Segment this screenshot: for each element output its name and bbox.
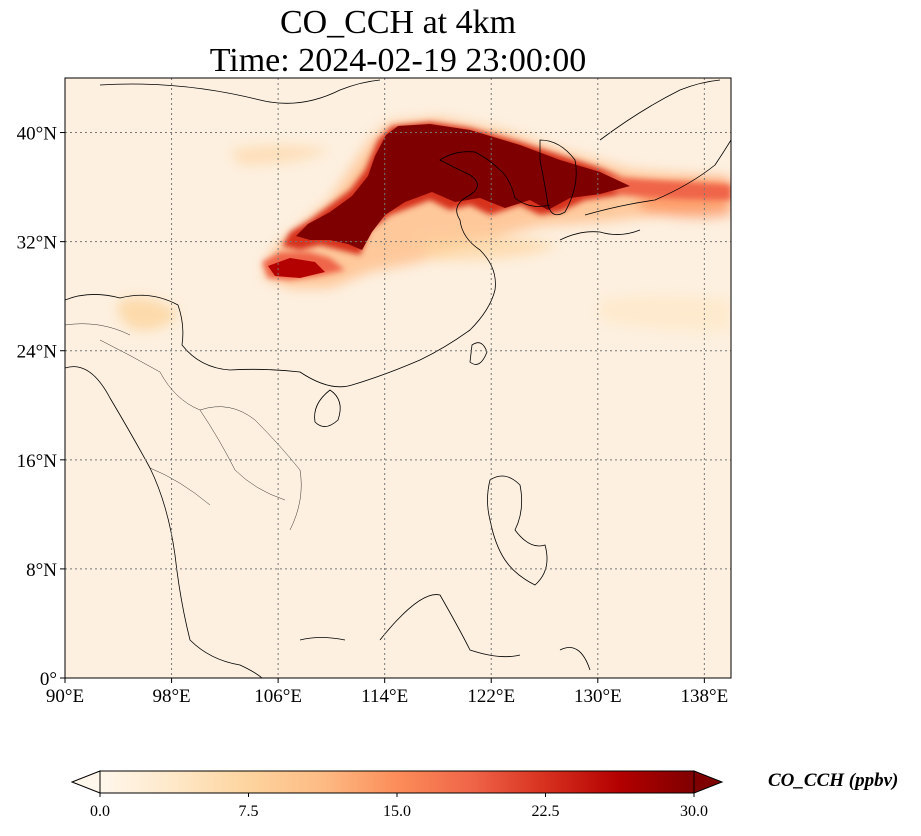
colorbar-min-extend xyxy=(70,770,101,794)
colorbar-tick-label: 30.0 xyxy=(680,803,708,820)
x-tick-label: 114°E xyxy=(361,686,408,707)
y-tick-label: 32°N xyxy=(17,233,58,254)
colorbar: 0.0 7.5 15.0 22.5 30.0 xyxy=(70,770,724,820)
colorbar-label: CO_CCH (ppbv) xyxy=(768,770,899,791)
x-tick-label: 106°E xyxy=(254,686,302,707)
y-tick-marks xyxy=(60,132,65,679)
plume-secondary-maximum xyxy=(268,258,325,278)
x-tick-label: 138°E xyxy=(681,686,729,707)
y-tick-labels: 0° 8°N 16°N 24°N 32°N 40°N xyxy=(17,124,58,690)
y-tick-label: 40°N xyxy=(17,124,58,145)
y-tick-label: 0° xyxy=(40,669,57,690)
colorbar-gradient xyxy=(99,770,695,794)
colorbar-max-extend xyxy=(693,770,724,794)
concentration-field xyxy=(117,118,731,331)
borders-layer xyxy=(65,323,302,531)
x-tick-labels: 90°E 98°E 106°E 114°E 122°E 130°E 138°E xyxy=(46,686,728,707)
x-tick-label: 90°E xyxy=(46,686,84,707)
y-tick-label: 24°N xyxy=(17,342,58,363)
colorbar-tick-label: 7.5 xyxy=(239,803,259,820)
colorbar-tick-label: 22.5 xyxy=(532,803,560,820)
colorbar-ticks: 0.0 7.5 15.0 22.5 30.0 xyxy=(90,793,708,820)
plume-maximum xyxy=(296,124,630,250)
x-tick-label: 122°E xyxy=(467,686,515,707)
graticule xyxy=(65,78,731,678)
y-tick-label: 16°N xyxy=(17,451,58,472)
coastlines-layer xyxy=(65,79,731,678)
map-time-subtitle: Time: 2024-02-19 23:00:00 xyxy=(209,42,587,79)
map-frame xyxy=(64,77,732,679)
y-tick-label: 8°N xyxy=(26,560,57,581)
x-tick-marks xyxy=(64,678,705,683)
x-tick-label: 98°E xyxy=(152,686,190,707)
colorbar-tick-label: 0.0 xyxy=(90,803,110,820)
colorbar-tick-label: 15.0 xyxy=(383,803,411,820)
x-tick-label: 130°E xyxy=(574,686,622,707)
map-title: CO_CCH at 4km xyxy=(279,4,517,41)
map-panel: 90°E 98°E 106°E 114°E 122°E 130°E 138°E 0° 8°N 1… xyxy=(17,77,732,707)
